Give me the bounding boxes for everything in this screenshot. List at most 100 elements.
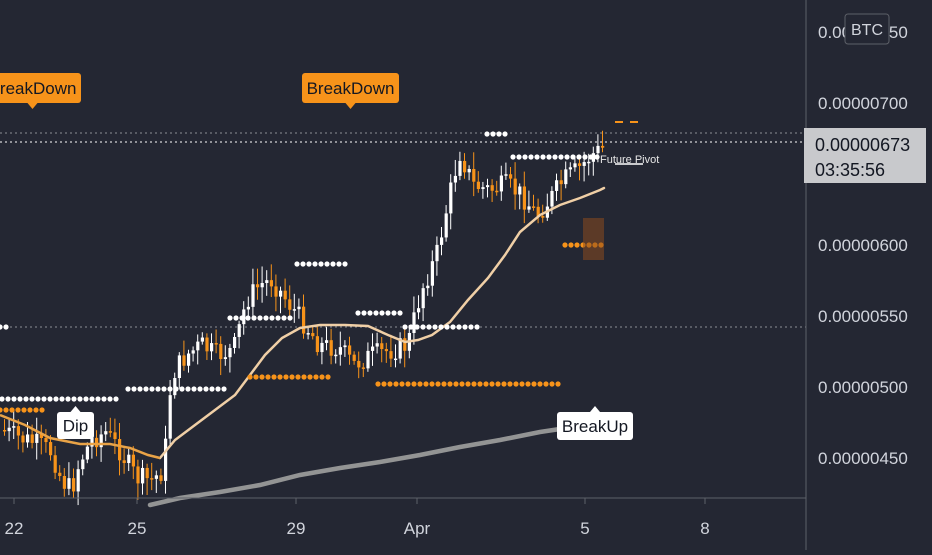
- candle: [315, 325, 319, 356]
- x-tick-label: 22: [5, 519, 24, 538]
- candle: [527, 190, 531, 213]
- x-axis-ticks: 22 25 29 Apr 5 8: [5, 498, 710, 538]
- breakdown-label-left: BreakDown: [0, 73, 81, 109]
- candle: [578, 155, 582, 181]
- candle: [518, 183, 522, 210]
- candle: [601, 130, 605, 153]
- candle: [357, 351, 361, 379]
- candle: [260, 266, 264, 303]
- resistance-dots: [355, 310, 403, 316]
- candle: [246, 296, 250, 319]
- candle: [564, 161, 568, 189]
- candle: [311, 325, 315, 340]
- candle: [16, 419, 20, 450]
- signal-labels: BreakDown BreakDown Dip BreakUp: [0, 73, 633, 440]
- candle: [352, 351, 356, 365]
- dip-label-text: Dip: [63, 417, 89, 436]
- candle: [3, 419, 7, 436]
- candle: [302, 294, 306, 339]
- candle: [375, 332, 379, 354]
- candle: [173, 372, 177, 399]
- candle: [380, 336, 384, 363]
- candle: [481, 181, 485, 199]
- candle: [440, 227, 444, 256]
- candle: [472, 152, 476, 197]
- moving-average-short: [158, 186, 606, 460]
- candle: [449, 174, 453, 230]
- candle: [12, 410, 16, 439]
- candle: [334, 349, 338, 364]
- candle: [412, 296, 416, 345]
- candle: [214, 329, 218, 354]
- candle: [486, 178, 490, 198]
- currency-badge[interactable]: BTC: [844, 13, 890, 45]
- candle: [53, 445, 57, 480]
- price-lines: [0, 132, 806, 328]
- x-tick-label: Apr: [404, 519, 431, 538]
- candle: [58, 465, 62, 482]
- candle: [366, 342, 370, 372]
- candle: [545, 193, 549, 221]
- candle: [7, 418, 11, 442]
- candle: [343, 340, 347, 357]
- candle: [35, 417, 39, 460]
- candle: [453, 159, 457, 192]
- resistance-dots: [510, 154, 600, 160]
- candle: [306, 327, 310, 340]
- resistance-dots: [125, 386, 227, 392]
- candle: [228, 343, 232, 373]
- currency-badge-text: BTC: [851, 22, 883, 39]
- candle: [150, 462, 154, 491]
- candle: [279, 286, 283, 314]
- candle: [499, 165, 503, 201]
- candle: [274, 274, 278, 312]
- candle: [532, 194, 536, 211]
- candle: [265, 270, 269, 296]
- candle: [329, 328, 333, 365]
- candle: [476, 171, 480, 193]
- candle: [233, 333, 237, 354]
- candle: [62, 468, 66, 497]
- candle: [463, 153, 467, 179]
- breakdown-label: BreakDown: [302, 73, 399, 109]
- ma-short-layer: [0, 186, 606, 460]
- candle: [426, 274, 430, 296]
- candle: [467, 165, 471, 181]
- candle: [122, 448, 126, 474]
- y-tick-label: 0.00000550: [818, 307, 908, 326]
- candle: [325, 326, 329, 351]
- ma-long-layer: [147, 421, 593, 508]
- candle: [72, 468, 76, 498]
- candle: [251, 268, 255, 320]
- candle: [200, 332, 204, 345]
- candle: [223, 345, 227, 366]
- candle: [568, 162, 572, 178]
- resistance-dots: [0, 324, 9, 330]
- y-tick-label: 0.00000450: [818, 449, 908, 468]
- resistance-dots: [484, 131, 508, 137]
- candle: [458, 151, 462, 181]
- candle: [237, 320, 241, 349]
- candle: [398, 332, 402, 364]
- candle: [104, 422, 108, 442]
- candle: [338, 331, 342, 366]
- candle: [145, 463, 149, 495]
- x-tick-label: 5: [580, 519, 589, 538]
- candle: [292, 293, 296, 323]
- candle: [444, 205, 448, 242]
- candle: [205, 333, 209, 360]
- candle: [490, 179, 494, 202]
- y-axis-ticks: 0.00000450 0.00000500 0.00000550 0.00000600…: [818, 23, 908, 468]
- candle: [131, 446, 135, 480]
- candle: [108, 417, 112, 438]
- candle: [417, 295, 421, 320]
- future-zone-box: [583, 218, 604, 260]
- candle: [113, 418, 117, 455]
- candle: [177, 352, 181, 389]
- candle: [591, 146, 595, 176]
- resistance-dots: [0, 396, 119, 402]
- candle: [164, 425, 168, 494]
- candle: [320, 337, 324, 365]
